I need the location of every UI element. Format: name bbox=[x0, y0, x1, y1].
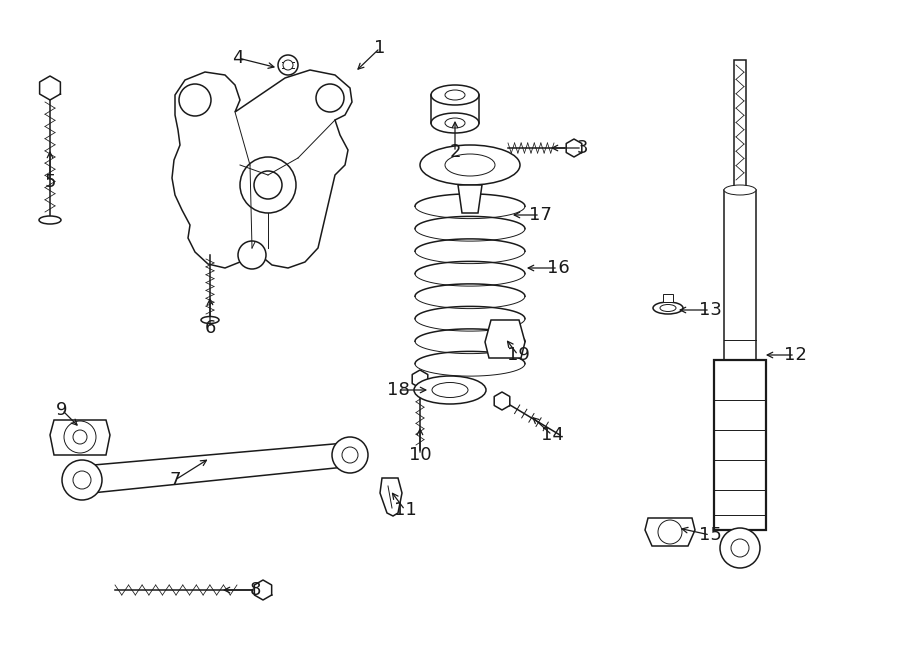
Polygon shape bbox=[485, 320, 525, 358]
Text: 8: 8 bbox=[249, 581, 261, 599]
Circle shape bbox=[342, 447, 358, 463]
Text: 15: 15 bbox=[698, 526, 722, 544]
Polygon shape bbox=[494, 392, 509, 410]
Circle shape bbox=[731, 539, 749, 557]
Text: 6: 6 bbox=[204, 319, 216, 337]
Circle shape bbox=[254, 171, 282, 199]
Ellipse shape bbox=[660, 305, 676, 311]
Circle shape bbox=[73, 471, 91, 489]
Circle shape bbox=[179, 84, 211, 116]
Ellipse shape bbox=[431, 113, 479, 133]
Polygon shape bbox=[40, 76, 60, 100]
Polygon shape bbox=[566, 139, 581, 157]
Ellipse shape bbox=[431, 85, 479, 105]
Circle shape bbox=[238, 241, 266, 269]
Polygon shape bbox=[82, 443, 355, 494]
Text: 19: 19 bbox=[507, 346, 529, 364]
Ellipse shape bbox=[445, 90, 465, 100]
Text: 17: 17 bbox=[528, 206, 552, 224]
Text: 3: 3 bbox=[576, 139, 588, 157]
Polygon shape bbox=[663, 294, 673, 302]
Text: 9: 9 bbox=[56, 401, 68, 419]
Circle shape bbox=[278, 55, 298, 75]
Polygon shape bbox=[714, 360, 766, 530]
Polygon shape bbox=[412, 370, 427, 388]
Circle shape bbox=[658, 520, 682, 544]
Polygon shape bbox=[380, 478, 402, 516]
Text: 14: 14 bbox=[541, 426, 563, 444]
Polygon shape bbox=[724, 190, 756, 360]
Text: 7: 7 bbox=[169, 471, 181, 489]
Polygon shape bbox=[172, 70, 352, 268]
Ellipse shape bbox=[414, 376, 486, 404]
Polygon shape bbox=[255, 580, 272, 600]
Text: 13: 13 bbox=[698, 301, 722, 319]
Text: 5: 5 bbox=[44, 173, 56, 191]
Circle shape bbox=[73, 430, 87, 444]
Ellipse shape bbox=[420, 145, 520, 185]
Ellipse shape bbox=[39, 216, 61, 224]
Circle shape bbox=[283, 60, 293, 70]
Circle shape bbox=[240, 157, 296, 213]
Circle shape bbox=[332, 437, 368, 473]
Ellipse shape bbox=[653, 302, 683, 314]
Text: 4: 4 bbox=[232, 49, 244, 67]
Text: 12: 12 bbox=[784, 346, 806, 364]
Text: 1: 1 bbox=[374, 39, 386, 57]
Ellipse shape bbox=[201, 317, 219, 323]
Text: 11: 11 bbox=[393, 501, 417, 519]
Circle shape bbox=[720, 528, 760, 568]
Ellipse shape bbox=[724, 185, 756, 195]
Circle shape bbox=[316, 84, 344, 112]
Text: 18: 18 bbox=[387, 381, 410, 399]
Text: 2: 2 bbox=[449, 143, 461, 161]
Ellipse shape bbox=[445, 118, 465, 128]
Circle shape bbox=[64, 421, 96, 453]
Ellipse shape bbox=[432, 383, 468, 397]
Polygon shape bbox=[50, 420, 110, 455]
Polygon shape bbox=[734, 60, 746, 190]
Polygon shape bbox=[458, 185, 482, 213]
Text: 10: 10 bbox=[409, 446, 431, 464]
Ellipse shape bbox=[445, 154, 495, 176]
Polygon shape bbox=[645, 518, 695, 546]
Circle shape bbox=[62, 460, 102, 500]
Text: 16: 16 bbox=[546, 259, 570, 277]
